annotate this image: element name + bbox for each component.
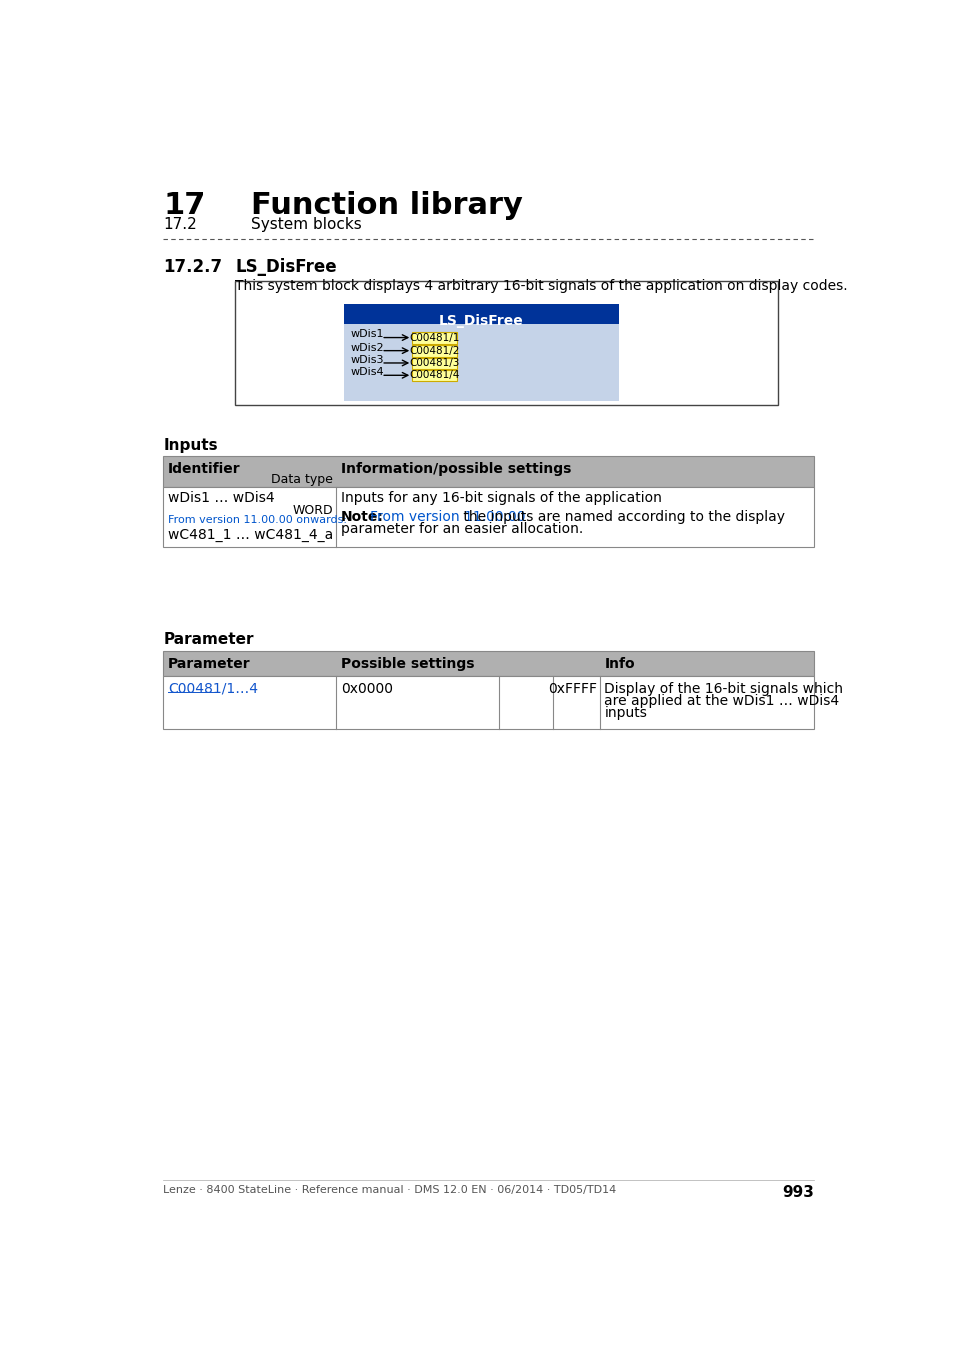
FancyBboxPatch shape: [412, 346, 456, 356]
Text: Function library: Function library: [251, 192, 522, 220]
Text: Info: Info: [604, 657, 635, 671]
Text: This system block displays 4 arbitrary 16-bit signals of the application on disp: This system block displays 4 arbitrary 1…: [235, 279, 847, 293]
Text: LS_DisFree: LS_DisFree: [235, 258, 336, 277]
Text: wDis2: wDis2: [350, 343, 383, 352]
Text: inputs: inputs: [604, 706, 646, 721]
FancyBboxPatch shape: [163, 456, 814, 487]
Text: Identifier: Identifier: [168, 462, 240, 477]
Text: WORD: WORD: [293, 504, 333, 517]
Text: C00481/3: C00481/3: [409, 358, 459, 369]
Text: 0xFFFF: 0xFFFF: [547, 682, 596, 695]
Text: From version 11.00.00 onwards:: From version 11.00.00 onwards:: [168, 516, 347, 525]
Text: From version 11.00.00: From version 11.00.00: [369, 510, 524, 524]
Text: C00481/1…4: C00481/1…4: [168, 682, 258, 695]
Text: Parameter: Parameter: [168, 657, 251, 671]
Text: parameter for an easier allocation.: parameter for an easier allocation.: [340, 522, 582, 536]
FancyBboxPatch shape: [412, 358, 456, 369]
Text: Information/possible settings: Information/possible settings: [340, 462, 571, 477]
FancyBboxPatch shape: [235, 281, 778, 405]
Text: 17.2: 17.2: [163, 217, 197, 232]
Text: wDis4: wDis4: [350, 367, 383, 377]
Text: Note:: Note:: [340, 510, 383, 524]
Text: are applied at the wDis1 … wDis4: are applied at the wDis1 … wDis4: [604, 694, 839, 707]
Text: C00481/2: C00481/2: [409, 346, 459, 355]
Text: Data type: Data type: [271, 472, 333, 486]
FancyBboxPatch shape: [344, 324, 618, 401]
Text: Inputs for any 16-bit signals of the application: Inputs for any 16-bit signals of the app…: [340, 491, 661, 505]
Text: Parameter: Parameter: [163, 632, 253, 647]
Text: 17.2.7: 17.2.7: [163, 258, 222, 277]
Text: C00481/1: C00481/1: [409, 332, 459, 343]
Text: Inputs: Inputs: [163, 437, 218, 452]
Text: 0x0000: 0x0000: [340, 682, 393, 695]
Text: wC481_1 … wC481_4_a: wC481_1 … wC481_4_a: [168, 528, 333, 541]
Text: LS_DisFree: LS_DisFree: [438, 313, 523, 328]
FancyBboxPatch shape: [412, 332, 456, 344]
Text: wDis3: wDis3: [350, 355, 383, 364]
FancyBboxPatch shape: [412, 370, 456, 382]
Text: wDis1: wDis1: [350, 329, 383, 339]
Text: System blocks: System blocks: [251, 217, 361, 232]
Text: the inputs are named according to the display: the inputs are named according to the di…: [458, 510, 784, 524]
FancyBboxPatch shape: [344, 305, 618, 324]
FancyBboxPatch shape: [163, 487, 814, 547]
Text: C00481/4: C00481/4: [409, 370, 459, 381]
Text: Possible settings: Possible settings: [340, 657, 474, 671]
Text: 17: 17: [163, 192, 206, 220]
FancyBboxPatch shape: [163, 651, 814, 675]
Text: Lenze · 8400 StateLine · Reference manual · DMS 12.0 EN · 06/2014 · TD05/TD14: Lenze · 8400 StateLine · Reference manua…: [163, 1184, 616, 1195]
Text: wDis1 … wDis4: wDis1 … wDis4: [168, 491, 274, 505]
Text: 993: 993: [781, 1184, 814, 1200]
FancyBboxPatch shape: [163, 675, 814, 729]
Text: Display of the 16-bit signals which: Display of the 16-bit signals which: [604, 682, 842, 695]
